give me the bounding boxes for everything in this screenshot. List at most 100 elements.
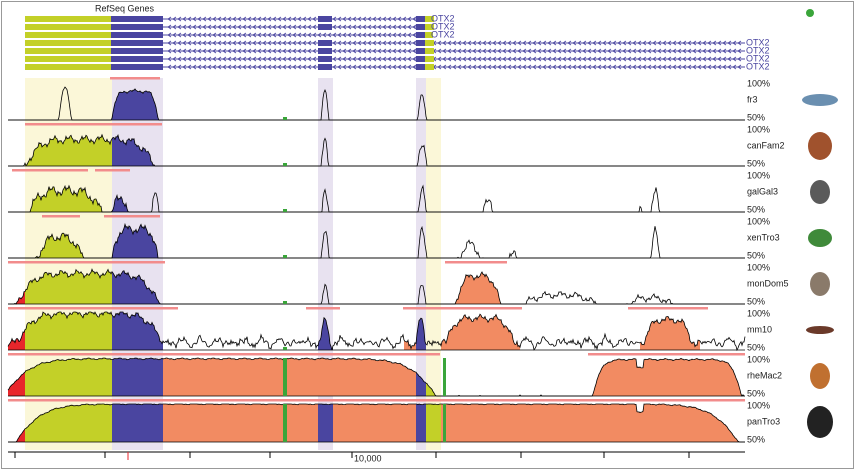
utr-block — [25, 56, 111, 62]
exon-block — [318, 16, 332, 22]
percent-bottom: 50% — [747, 342, 765, 352]
strand-arrows — [167, 24, 427, 30]
exon-block — [111, 56, 163, 62]
exon-block — [318, 40, 332, 46]
conserved-bar — [445, 261, 507, 264]
exon-block — [416, 48, 425, 54]
conserved-region — [333, 404, 416, 442]
gene-label: OTX2 — [746, 61, 770, 71]
conserved-region — [590, 358, 745, 396]
exon-block — [111, 48, 163, 54]
utr-block — [425, 16, 434, 22]
utr-block — [425, 64, 434, 70]
conserved-region — [450, 272, 505, 304]
gene-track-title: RefSeq Genes — [95, 3, 155, 13]
exon-block — [111, 64, 163, 70]
exon-block — [111, 32, 163, 38]
conserved-region — [416, 404, 426, 442]
conserved-region — [441, 404, 745, 442]
utr-block — [25, 32, 111, 38]
gene-label: OTX2 — [431, 21, 455, 31]
repeat-mark — [443, 358, 446, 396]
conserved-bar — [110, 77, 160, 80]
repeat-mark — [283, 163, 287, 166]
percent-bottom: 50% — [747, 250, 765, 260]
conserved-bar — [8, 399, 745, 402]
species-name: rheMac2 — [747, 370, 782, 380]
species-name: galGal3 — [747, 186, 778, 196]
conserved-bar — [403, 307, 522, 310]
conserved-region — [25, 358, 112, 396]
species-name: panTro3 — [747, 416, 780, 426]
exon-shade — [318, 78, 333, 450]
conserved-region — [8, 291, 25, 304]
conserved-region — [25, 404, 112, 442]
percent-top: 100% — [747, 78, 770, 88]
gene-label: OTX2 — [746, 53, 770, 63]
species-icon — [808, 132, 832, 160]
exon-block — [416, 16, 425, 22]
repeat-mark — [283, 117, 287, 120]
conservation-curve — [7, 357, 745, 397]
utr-block — [425, 24, 434, 30]
conservation-curve — [7, 311, 746, 352]
conserved-bar — [104, 215, 160, 218]
conserved-region — [426, 404, 441, 442]
utr-block — [25, 24, 111, 30]
repeat-mark — [283, 347, 287, 350]
species-name: xenTro3 — [747, 232, 780, 242]
utr-block — [425, 40, 434, 46]
exon-block — [111, 24, 163, 30]
percent-top: 100% — [747, 216, 770, 226]
exon-block — [416, 40, 425, 46]
utr-block — [25, 40, 111, 46]
conserved-region — [112, 358, 163, 396]
conserved-bar — [8, 307, 178, 310]
percent-top: 100% — [747, 262, 770, 272]
exon-block — [111, 40, 163, 46]
utr-block — [425, 48, 434, 54]
conserved-region — [112, 312, 163, 350]
conserved-region — [163, 358, 416, 396]
utr-block — [25, 64, 111, 70]
species-icon — [810, 272, 830, 296]
conserved-bar — [12, 169, 88, 172]
gene-label: OTX2 — [746, 37, 770, 47]
exon-block — [318, 24, 332, 30]
conserved-region — [25, 269, 112, 304]
percent-bottom: 50% — [747, 434, 765, 444]
repeat-mark — [283, 209, 287, 212]
repeat-mark — [443, 404, 446, 442]
status-icon[interactable] — [806, 9, 814, 17]
utr-block — [425, 56, 434, 62]
repeat-mark — [283, 255, 287, 258]
repeat-mark — [283, 358, 287, 396]
conserved-region — [416, 372, 426, 396]
conserved-region — [318, 404, 333, 442]
conserved-bar — [42, 215, 80, 218]
percent-top: 100% — [747, 170, 770, 180]
conserved-region — [25, 312, 112, 350]
species-name: canFam2 — [747, 140, 785, 150]
conserved-region — [8, 372, 25, 396]
gene-label: OTX2 — [431, 29, 455, 39]
percent-bottom: 50% — [747, 204, 765, 214]
utr-shade — [426, 78, 441, 450]
exon-block — [318, 48, 332, 54]
conserved-region — [441, 314, 520, 350]
exon-shade — [416, 78, 426, 450]
species-icon — [810, 363, 830, 389]
conserved-region — [25, 185, 112, 212]
conserved-bar — [8, 353, 440, 356]
gene-label: OTX2 — [431, 13, 455, 23]
conserved-region — [640, 316, 700, 350]
conserved-bar — [306, 307, 340, 310]
percent-top: 100% — [747, 124, 770, 134]
conserved-region — [112, 270, 163, 304]
conserved-region — [426, 383, 441, 396]
species-name: fr3 — [747, 94, 758, 104]
conserved-region — [8, 329, 25, 350]
conserved-region — [112, 224, 163, 258]
